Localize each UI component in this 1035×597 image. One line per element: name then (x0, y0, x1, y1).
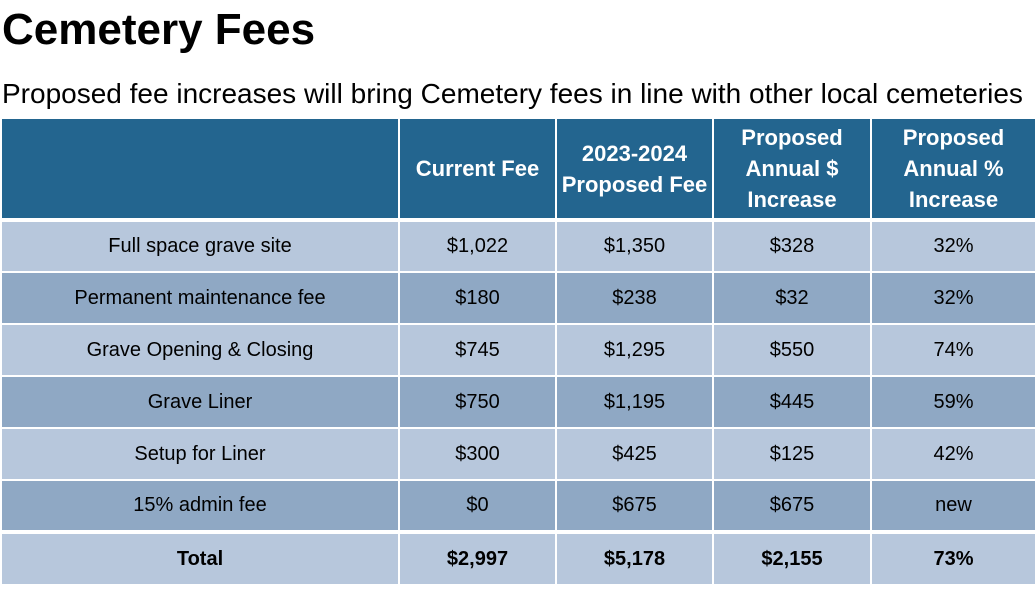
dollar-increase-cell: $125 (712, 427, 871, 480)
page-title: Cemetery Fees (2, 5, 316, 54)
current-fee-cell: $745 (398, 323, 556, 376)
dollar-increase-cell: $445 (712, 375, 871, 428)
fee-item-cell: Setup for Liner (2, 427, 399, 480)
current-fee-cell: $300 (398, 427, 556, 480)
dollar-increase-cell: $550 (712, 323, 871, 376)
proposed-fee-cell: $675 (555, 479, 713, 532)
total-dollar-increase-cell: $2,155 (712, 530, 871, 584)
fee-item-cell: 15% admin fee (2, 479, 399, 532)
dollar-increase-cell: $32 (712, 271, 871, 324)
header-item (2, 119, 399, 222)
fee-item-cell: Grave Opening & Closing (2, 323, 399, 376)
percent-increase-cell: 59% (870, 375, 1035, 428)
header-proposed-fee: 2023-2024 Proposed Fee (555, 119, 713, 222)
fee-item-cell: Full space grave site (2, 219, 399, 272)
dollar-increase-cell: $328 (712, 219, 871, 272)
proposed-fee-cell: $425 (555, 427, 713, 480)
percent-increase-cell: 74% (870, 323, 1035, 376)
header-current-fee: Current Fee (398, 119, 556, 222)
table-header-row: Current Fee 2023-2024 Proposed Fee Propo… (2, 119, 1035, 222)
table-row: Grave Opening & Closing $745 $1,295 $550… (2, 323, 1035, 376)
percent-increase-cell: 42% (870, 427, 1035, 480)
proposed-fee-cell: $238 (555, 271, 713, 324)
proposed-fee-cell: $1,350 (555, 219, 713, 272)
current-fee-cell: $0 (398, 479, 556, 532)
table-total-row: Total $2,997 $5,178 $2,155 73% (2, 530, 1035, 584)
table-row: Grave Liner $750 $1,195 $445 59% (2, 375, 1035, 428)
fees-table: Current Fee 2023-2024 Proposed Fee Propo… (2, 119, 1035, 584)
current-fee-cell: $180 (398, 271, 556, 324)
percent-increase-cell: 32% (870, 271, 1035, 324)
table-row: Permanent maintenance fee $180 $238 $32 … (2, 271, 1035, 324)
total-percent-increase-cell: 73% (870, 530, 1035, 584)
total-proposed-fee-cell: $5,178 (555, 530, 713, 584)
table-row: Full space grave site $1,022 $1,350 $328… (2, 219, 1035, 272)
percent-increase-cell: new (870, 479, 1035, 532)
header-annual-dollar-increase: Proposed Annual $ Increase (712, 119, 871, 222)
fee-item-cell: Permanent maintenance fee (2, 271, 399, 324)
total-current-fee-cell: $2,997 (398, 530, 556, 584)
current-fee-cell: $750 (398, 375, 556, 428)
table-row: 15% admin fee $0 $675 $675 new (2, 479, 1035, 532)
current-fee-cell: $1,022 (398, 219, 556, 272)
percent-increase-cell: 32% (870, 219, 1035, 272)
proposed-fee-cell: $1,195 (555, 375, 713, 428)
page-subtitle: Proposed fee increases will bring Cemete… (2, 78, 1023, 109)
header-annual-percent-increase: Proposed Annual % Increase (870, 119, 1035, 222)
proposed-fee-cell: $1,295 (555, 323, 713, 376)
fee-item-cell: Grave Liner (2, 375, 399, 428)
dollar-increase-cell: $675 (712, 479, 871, 532)
table-row: Setup for Liner $300 $425 $125 42% (2, 427, 1035, 480)
total-label-cell: Total (2, 530, 399, 584)
